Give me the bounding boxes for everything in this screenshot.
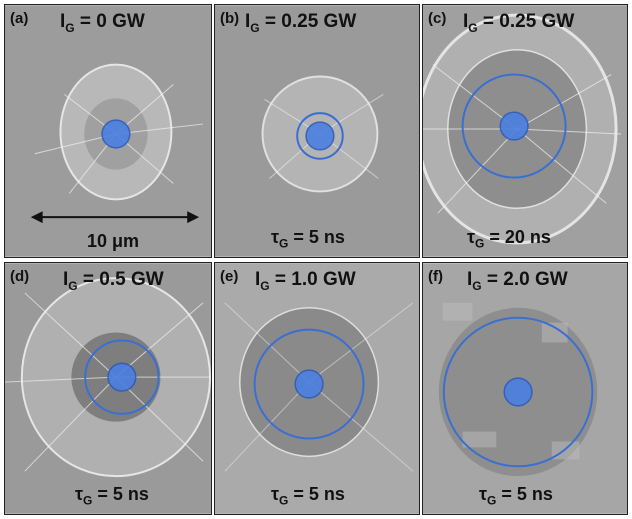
tau-value: 5 ns [308,484,345,505]
tau-symbol: τ [467,227,476,248]
g-subscript: G [468,20,478,35]
panel-e: (e) IG = 1.0 GW τG = 5 ns [214,262,420,515]
i-symbol: I [255,269,261,290]
i-symbol: I [463,11,469,32]
ig-value: 0.25 GW [281,11,357,32]
panel-f: (f) IG = 2.0 GW τG = 5 ns [422,262,628,515]
g-subscript: G [83,494,93,508]
ig-value: 1.0 GW [291,269,356,290]
panel-b: (b) IG = 0.25 GW τG = 5 ns [214,4,420,258]
g-subscript: G [279,494,289,508]
tau-symbol: τ [271,484,280,505]
tau-value: 20 ns [504,227,551,248]
panel-a: (a) IG = 0 GW 10 μm [4,4,212,258]
panel-label: (d) [10,268,30,285]
g-subscript: G [487,494,497,508]
g-subscript: G [250,20,260,35]
ig-value: 0.5 GW [99,269,164,290]
i-symbol: I [60,11,66,32]
g-subscript: G [472,278,482,293]
g-subscript: G [260,278,270,293]
tau-label: τG = 20 ns [467,227,551,251]
panel-label: (c) [428,10,447,27]
panel-label: (f) [428,268,443,285]
scale-bar-label: 10 μm [87,231,140,251]
tau-value: 5 ns [516,484,553,505]
i-symbol: I [245,11,251,32]
panel-c: (c) IG = 0.25 GW τG = 20 ns [422,4,628,258]
equals: = [259,11,282,32]
ig-label: IG = 0.25 GW [463,11,574,35]
g-subscript: G [68,278,78,293]
ig-label: IG = 2.0 GW [467,269,568,293]
ig-label: IG = 0 GW [60,11,145,35]
sem-image-b [215,5,419,257]
tau-value: 5 ns [308,227,345,248]
panel-d: (d) IG = 0.5 GW τG = 5 ns [4,262,212,515]
tau-symbol: τ [75,484,84,505]
ig-label: IG = 0.5 GW [63,269,164,293]
tau-label: τG = 5 ns [479,484,553,508]
panel-label: (b) [220,10,240,27]
equals: = [77,269,100,290]
ig-value: 2.0 GW [503,269,568,290]
sem-image-a [5,5,211,257]
i-symbol: I [467,269,473,290]
ig-label: IG = 0.25 GW [245,11,356,35]
tau-symbol: τ [479,484,488,505]
tau-symbol: τ [271,227,280,248]
tau-label: τG = 5 ns [75,484,149,508]
g-subscript: G [475,237,485,251]
equals: = [496,484,517,505]
sem-image-f [423,263,627,514]
ig-label: IG = 1.0 GW [255,269,356,293]
equals: = [92,484,113,505]
equals: = [288,484,309,505]
sem-image-d [5,263,211,514]
tau-value: 5 ns [112,484,149,505]
ig-value: 0 GW [96,11,145,32]
equals: = [484,227,505,248]
g-subscript: G [65,20,75,35]
panel-label: (e) [220,268,239,285]
sem-image-e [215,263,419,514]
tau-label: τG = 5 ns [271,227,345,251]
equals: = [481,269,504,290]
equals: = [288,227,309,248]
equals: = [74,11,97,32]
equals: = [269,269,292,290]
g-subscript: G [279,237,289,251]
equals: = [477,11,500,32]
panel-label: (a) [10,10,29,27]
ig-value: 0.25 GW [499,11,575,32]
i-symbol: I [63,269,69,290]
sem-image-c [423,5,627,257]
tau-label: τG = 5 ns [271,484,345,508]
